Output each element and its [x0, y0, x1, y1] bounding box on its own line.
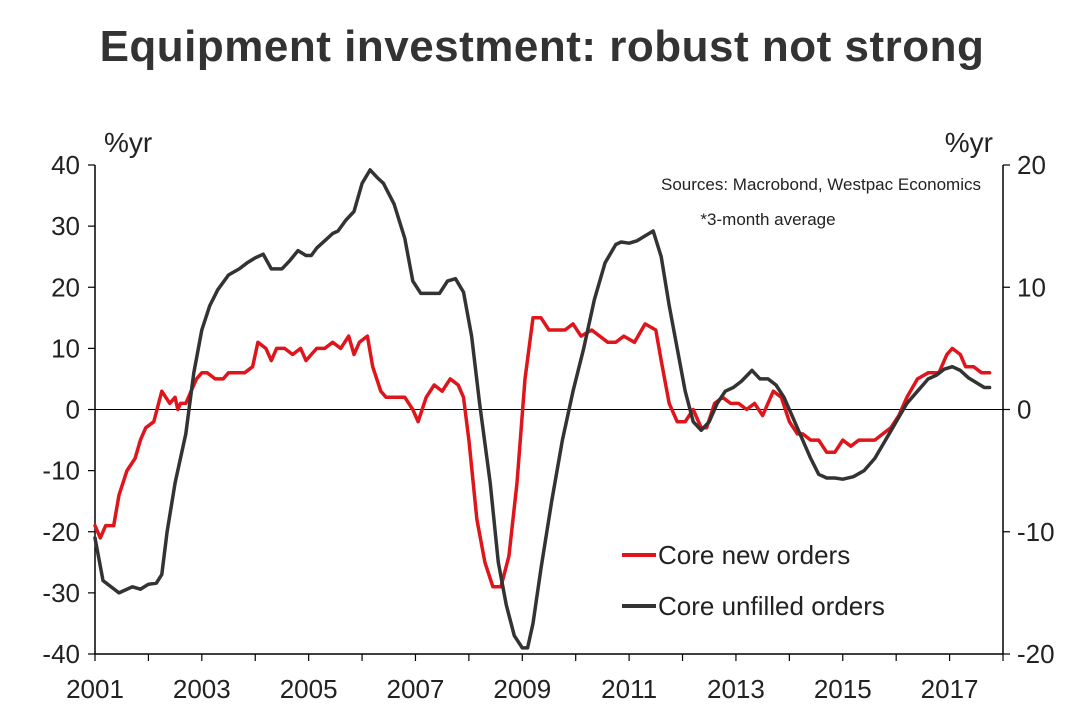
y-left-tick-label: -40 [42, 639, 80, 669]
y-right-tick-label: 0 [1017, 395, 1031, 425]
y-right-tick-label: -10 [1017, 517, 1055, 547]
x-tick-label: 2007 [387, 674, 445, 704]
x-tick-label: 2015 [814, 674, 872, 704]
y-left-tick-label: -20 [42, 517, 80, 547]
y-left-tick-label: 30 [51, 211, 80, 241]
y-right-tick-label: -20 [1017, 639, 1055, 669]
legend-label-core-new-orders: Core new orders [658, 540, 850, 570]
axes [94, 165, 1004, 655]
footnote: *3-month average [700, 210, 835, 229]
y-left-tick-label: -10 [42, 456, 80, 486]
source-note: Sources: Macrobond, Westpac Economics [661, 175, 981, 194]
left-axis-unit: %yr [104, 127, 152, 158]
y-left-tick-label: 20 [51, 272, 80, 302]
chart-title: Equipment investment: robust not strong [99, 22, 985, 71]
x-tick-label: 2011 [601, 674, 657, 704]
axis-ticks: 40 30 20 10 0 -10 -20 -30 -40 20 10 0 -10 -20 2001 2003… [42, 150, 1054, 704]
right-axis-unit: %yr [945, 127, 993, 158]
x-tick-label: 2013 [707, 674, 765, 704]
series-line-core-unfilled-orders [93, 168, 992, 650]
series-line-core-new-orders [93, 316, 992, 589]
x-tick-label: 2017 [921, 674, 979, 704]
y-left-tick-label: 0 [66, 395, 80, 425]
legend: Core new orders Core unfilled orders [622, 540, 885, 621]
y-left-tick-label: 40 [51, 150, 80, 180]
legend-label-core-unfilled-orders: Core unfilled orders [658, 591, 885, 621]
x-tick-label: 2003 [173, 674, 231, 704]
y-right-tick-label: 20 [1017, 150, 1046, 180]
y-left-tick-label: -30 [42, 578, 80, 608]
y-left-tick-label: 10 [51, 333, 80, 363]
y-right-tick-label: 10 [1017, 272, 1046, 302]
x-tick-label: 2009 [493, 674, 551, 704]
x-tick-label: 2005 [280, 674, 338, 704]
x-tick-label: 2001 [66, 674, 124, 704]
series-lines [93, 168, 992, 650]
